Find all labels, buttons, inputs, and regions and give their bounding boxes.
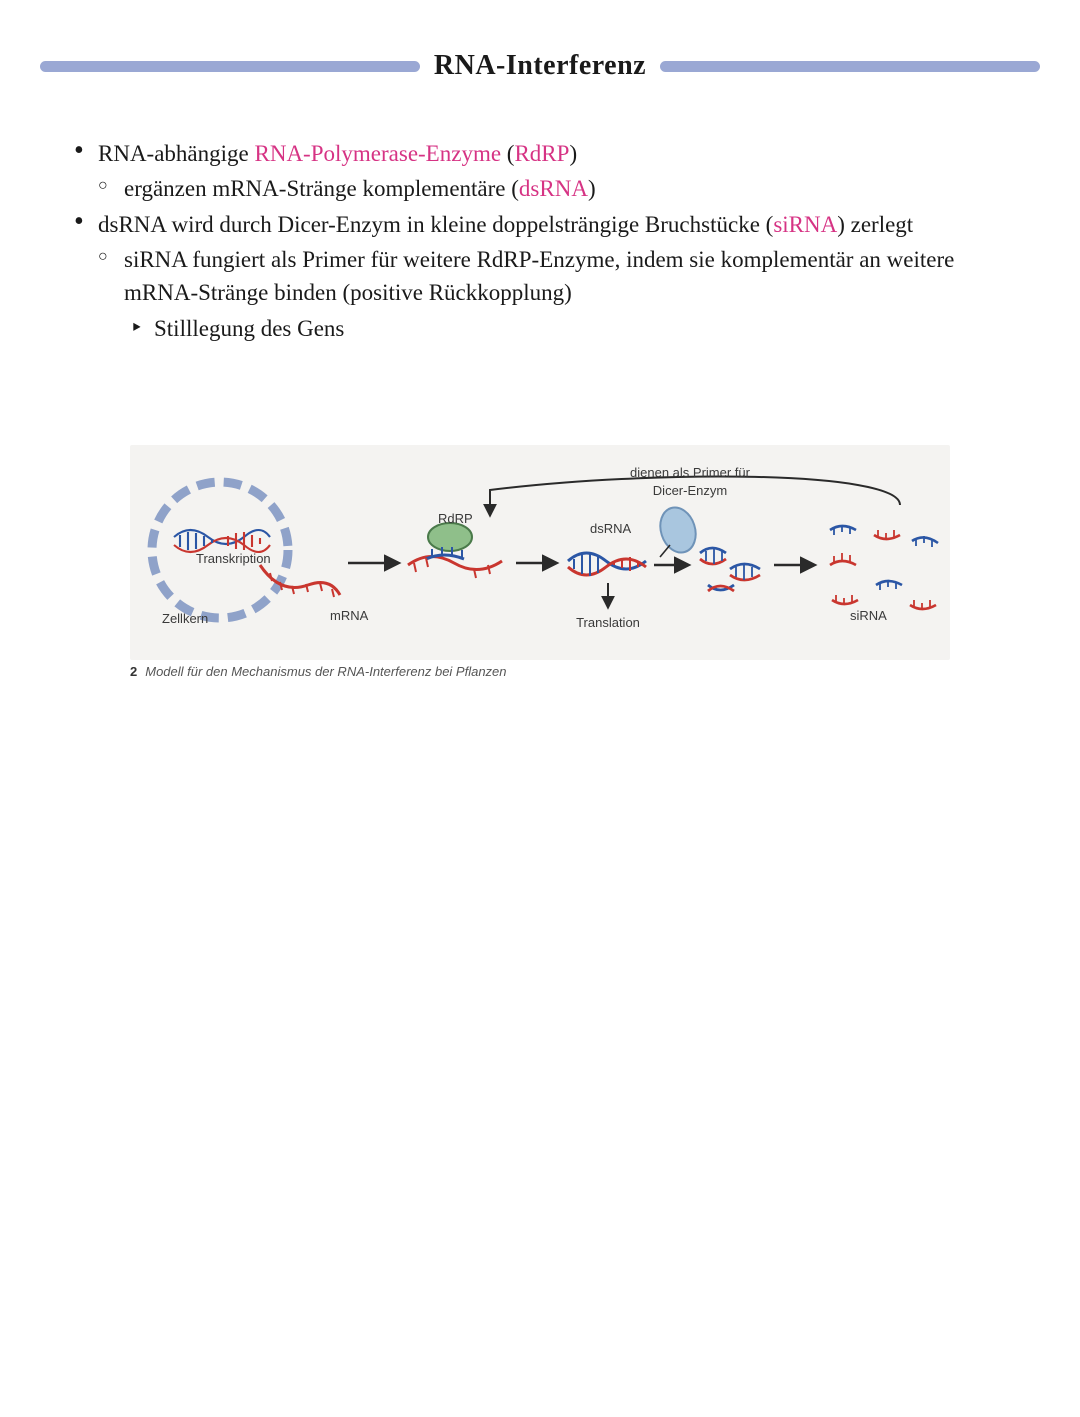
list-item: siRNA fungiert als Primer für weitere Rd… xyxy=(98,243,1020,345)
nucleus: Transkription xyxy=(152,482,340,618)
diagram-svg: dienen als Primer für Dicer-Enzym Transk… xyxy=(130,445,950,660)
highlight-term: RNA-Polymerase-Enzyme xyxy=(255,141,502,166)
list-item: RNA-abhängige RNA-Polymerase-Enzyme (RdR… xyxy=(70,137,1020,206)
highlight-term: dsRNA xyxy=(519,176,588,201)
text-run: RNA-abhängige xyxy=(98,141,255,166)
figure-caption-number: 2 xyxy=(130,664,137,679)
label-rdrp: RdRP xyxy=(438,511,473,526)
dicer-stage xyxy=(655,503,702,557)
text-run: dsRNA wird durch Dicer-Enzym in kleine d… xyxy=(98,212,773,237)
header-rule-left xyxy=(40,61,420,72)
label-transkription: Transkription xyxy=(196,551,271,566)
page-title: RNA-Interferenz xyxy=(434,50,646,82)
text-run: ( xyxy=(501,141,514,166)
label-sirna: siRNA xyxy=(850,608,887,623)
list-item: Stilllegung des Gens xyxy=(124,312,1020,345)
chopped-stage xyxy=(700,548,760,591)
highlight-term: RdRP xyxy=(514,141,569,166)
text-run: ergänzen mRNA-Stränge komplementäre ( xyxy=(124,176,519,201)
dsrna-stage: dsRNA Translation xyxy=(568,521,646,630)
label-dsrna: dsRNA xyxy=(590,521,632,536)
text-run: ) zerlegt xyxy=(837,212,913,237)
list-item: ergänzen mRNA-Stränge komplementäre (dsR… xyxy=(98,172,1020,205)
label-zellkern: Zellkern xyxy=(162,611,208,626)
content-body: RNA-abhängige RNA-Polymerase-Enzyme (RdR… xyxy=(40,137,1040,679)
figure-diagram: dienen als Primer für Dicer-Enzym Transk… xyxy=(130,445,950,660)
page-header: RNA-Interferenz xyxy=(40,50,1040,82)
sub-list: siRNA fungiert als Primer für weitere Rd… xyxy=(98,243,1020,345)
text-run: ) xyxy=(588,176,596,201)
figure-caption-text: Modell für den Mechanismus der RNA-Inter… xyxy=(145,664,506,679)
figure-caption: 2 Modell für den Mechanismus der RNA-Int… xyxy=(130,664,1020,679)
label-translation: Translation xyxy=(576,615,640,630)
list-item: dsRNA wird durch Dicer-Enzym in kleine d… xyxy=(70,208,1020,345)
rdrp-stage: RdRP xyxy=(408,511,502,578)
text-run: Stilllegung des Gens xyxy=(154,316,344,341)
text-run: siRNA fungiert als Primer für weitere Rd… xyxy=(124,247,954,305)
header-rule-right xyxy=(660,61,1040,72)
label-dicer: Dicer-Enzym xyxy=(653,483,727,498)
text-run: ) xyxy=(569,141,577,166)
highlight-term: siRNA xyxy=(773,212,837,237)
sub-sub-list: Stilllegung des Gens xyxy=(124,312,1020,345)
bullet-list: RNA-abhängige RNA-Polymerase-Enzyme (RdR… xyxy=(70,137,1020,345)
sub-list: ergänzen mRNA-Stränge komplementäre (dsR… xyxy=(98,172,1020,205)
label-mrna: mRNA xyxy=(330,608,369,623)
sirna-stage xyxy=(830,525,938,610)
label-primer: dienen als Primer für xyxy=(630,465,751,480)
